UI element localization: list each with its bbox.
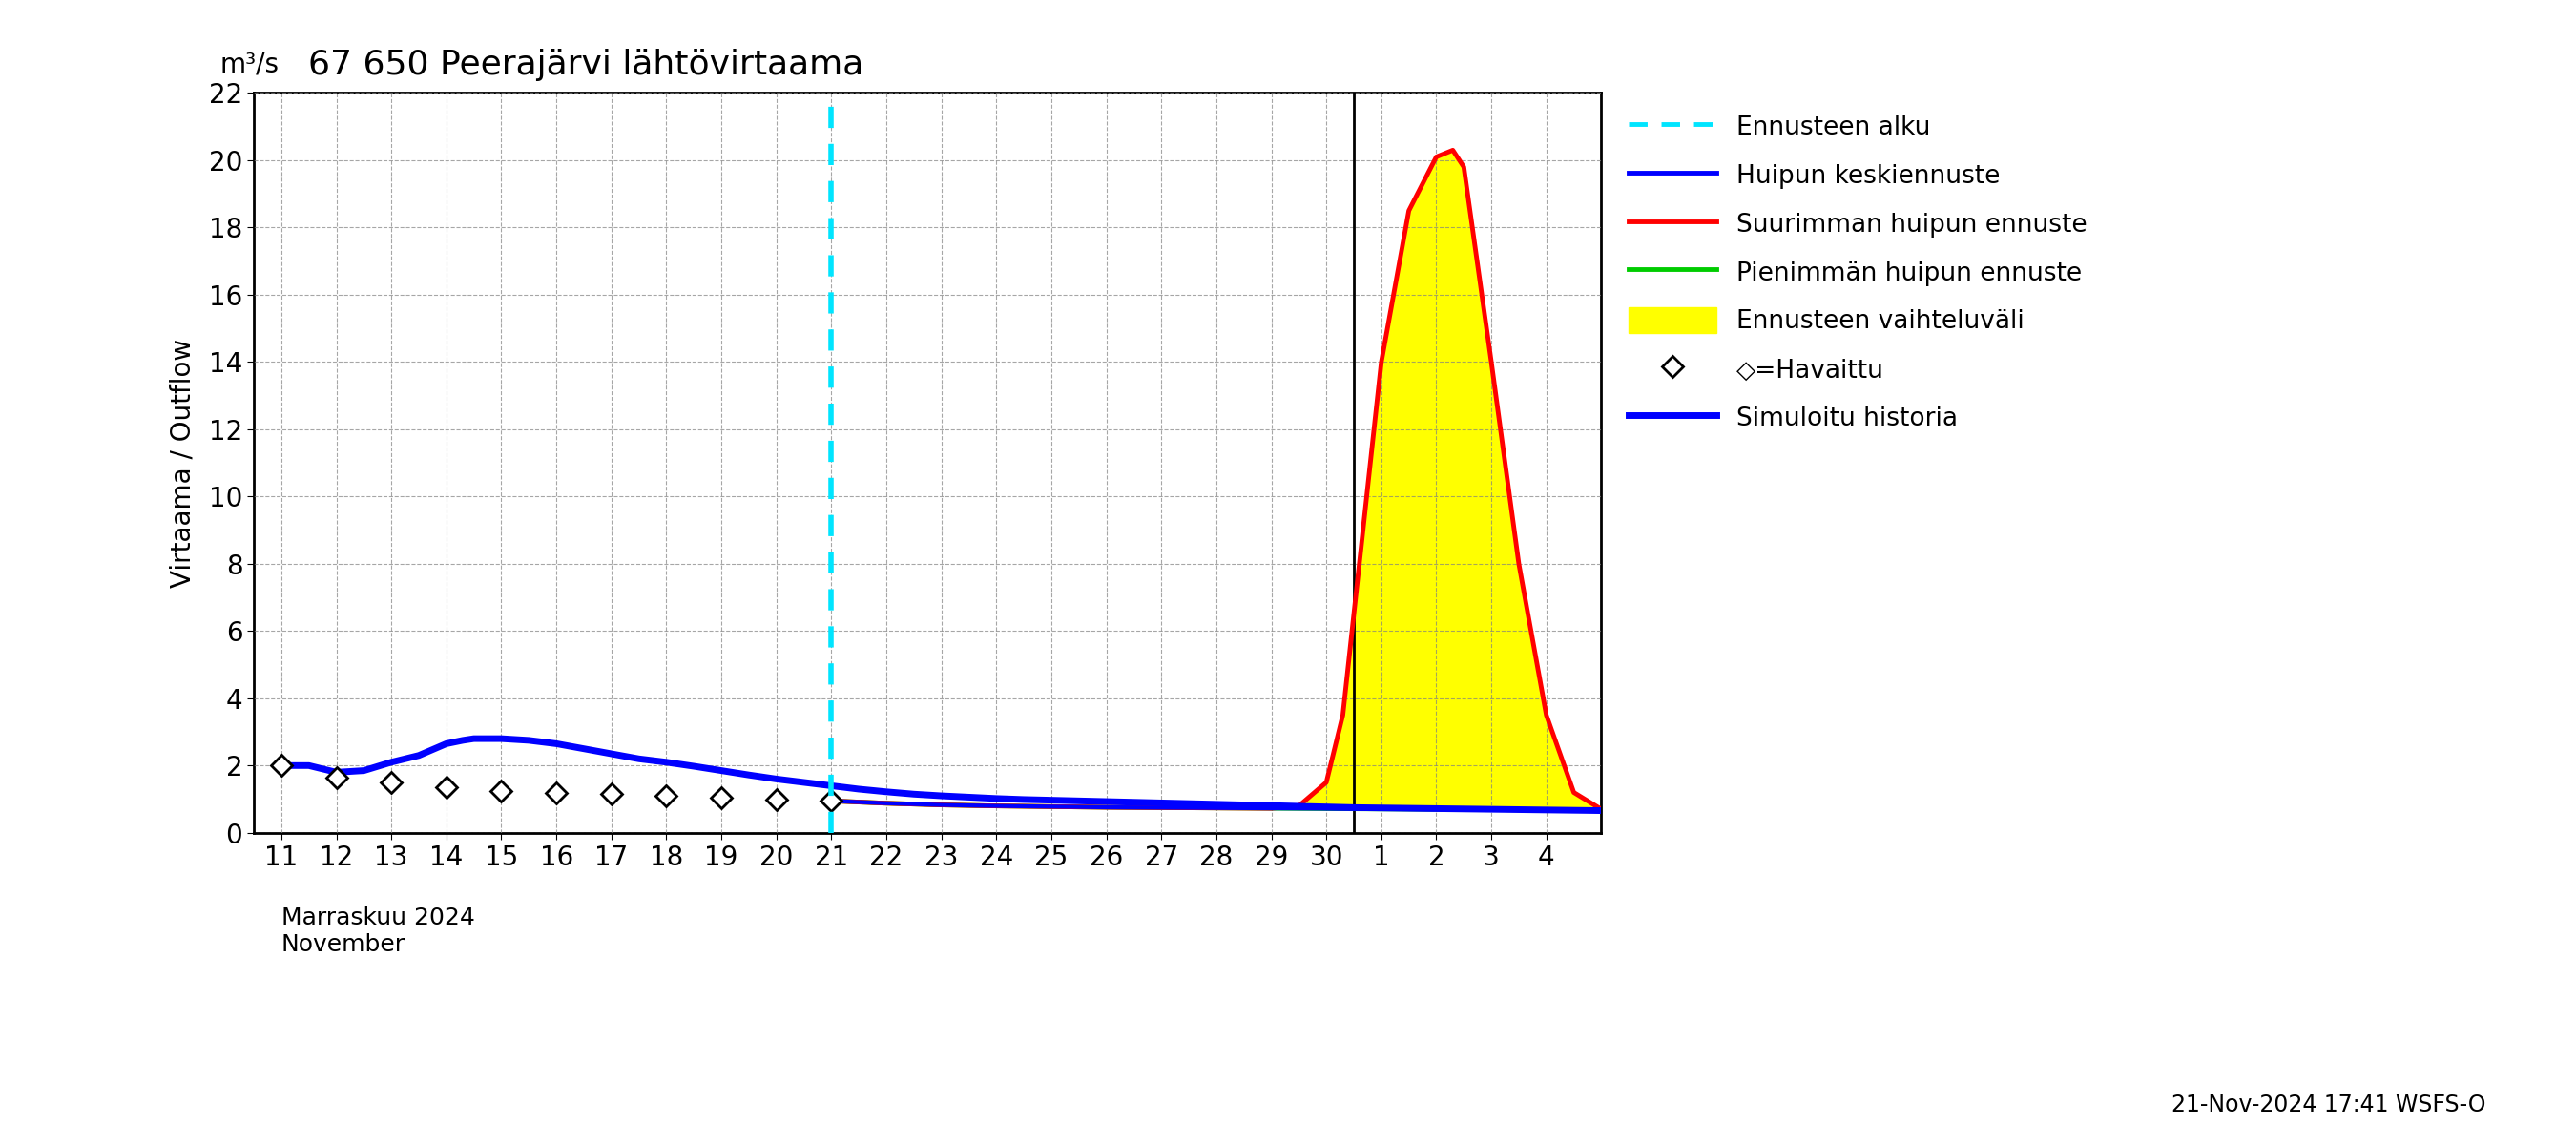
- Pienimmän huipun ennuste: [1422, 803, 1453, 816]
- ◇=Havaittu: [595, 788, 626, 801]
- Pienimmän huipun ennuste: [981, 799, 1012, 813]
- Simuloitu historia: [652, 756, 683, 769]
- ◇=Havaittu: [760, 792, 791, 806]
- Pienimmän huipun ennuste: [925, 798, 956, 812]
- Simuloitu historia: [541, 737, 572, 751]
- Text: 21-Nov-2024 17:41 WSFS-O: 21-Nov-2024 17:41 WSFS-O: [2172, 1093, 2486, 1116]
- Line: Simuloitu historia: Simuloitu historia: [281, 739, 1602, 811]
- Huipun keskiennuste: [1036, 799, 1066, 813]
- Pienimmän huipun ennuste: [1090, 800, 1121, 814]
- Ennusteen alku: [817, 792, 848, 806]
- Huipun keskiennuste: [1257, 802, 1288, 815]
- Huipun keskiennuste: [1146, 800, 1177, 814]
- Suurimman huipun ennuste: [981, 799, 1012, 813]
- Text: Marraskuu 2024
November: Marraskuu 2024 November: [281, 907, 474, 956]
- Legend: Ennusteen alku, Huipun keskiennuste, Suurimman huipun ennuste, Pienimmän huipun : Ennusteen alku, Huipun keskiennuste, Suu…: [1620, 105, 2094, 439]
- Huipun keskiennuste: [981, 799, 1012, 813]
- Text: 67 650 Peerajärvi lähtövirtaama: 67 650 Peerajärvi lähtövirtaama: [307, 49, 863, 81]
- Suurimman huipun ennuste: [1365, 355, 1396, 369]
- Pienimmän huipun ennuste: [1257, 802, 1288, 815]
- Simuloitu historia: [1229, 798, 1260, 812]
- Huipun keskiennuste: [1530, 803, 1561, 816]
- Ennusteen alku: [817, 826, 848, 839]
- Huipun keskiennuste: [1311, 802, 1342, 815]
- Line: Pienimmän huipun ennuste: Pienimmän huipun ennuste: [832, 800, 1602, 811]
- Simuloitu historia: [1558, 804, 1589, 818]
- Huipun keskiennuste: [817, 793, 848, 807]
- Pienimmän huipun ennuste: [871, 796, 902, 810]
- Huipun keskiennuste: [925, 798, 956, 812]
- Suurimman huipun ennuste: [817, 793, 848, 807]
- Huipun keskiennuste: [1587, 804, 1618, 818]
- ◇=Havaittu: [265, 759, 296, 773]
- Text: m³/s: m³/s: [219, 52, 278, 78]
- Suurimman huipun ennuste: [1090, 800, 1121, 814]
- Pienimmän huipun ennuste: [1365, 802, 1396, 815]
- Suurimman huipun ennuste: [1530, 709, 1561, 722]
- Pienimmän huipun ennuste: [1530, 803, 1561, 816]
- Suurimman huipun ennuste: [1200, 802, 1231, 815]
- Simuloitu historia: [1587, 804, 1618, 818]
- Huipun keskiennuste: [1090, 800, 1121, 814]
- ◇=Havaittu: [817, 793, 848, 807]
- Suurimman huipun ennuste: [1283, 799, 1314, 813]
- Suurimman huipun ennuste: [1036, 799, 1066, 813]
- Pienimmän huipun ennuste: [817, 793, 848, 807]
- Simuloitu historia: [1146, 796, 1177, 810]
- ◇=Havaittu: [541, 785, 572, 799]
- Suurimman huipun ennuste: [1558, 785, 1589, 799]
- Suurimman huipun ennuste: [1257, 802, 1288, 815]
- ◇=Havaittu: [322, 771, 353, 784]
- ◇=Havaittu: [706, 790, 737, 804]
- Suurimman huipun ennuste: [1448, 160, 1479, 174]
- Line: Suurimman huipun ennuste: Suurimman huipun ennuste: [832, 150, 1602, 810]
- Simuloitu historia: [265, 759, 296, 773]
- Huipun keskiennuste: [1365, 802, 1396, 815]
- ◇=Havaittu: [376, 775, 407, 789]
- Suurimman huipun ennuste: [1394, 204, 1425, 218]
- Suurimman huipun ennuste: [1504, 556, 1535, 570]
- Line: ◇=Havaittu: ◇=Havaittu: [273, 758, 840, 808]
- Suurimman huipun ennuste: [1422, 150, 1453, 164]
- Suurimman huipun ennuste: [1476, 355, 1507, 369]
- Pienimmän huipun ennuste: [1200, 802, 1231, 815]
- Pienimmän huipun ennuste: [1146, 800, 1177, 814]
- Pienimmän huipun ennuste: [1311, 802, 1342, 815]
- Suurimman huipun ennuste: [1311, 775, 1342, 789]
- Simuloitu historia: [677, 759, 708, 773]
- Pienimmän huipun ennuste: [1476, 803, 1507, 816]
- Huipun keskiennuste: [1422, 803, 1453, 816]
- Line: Huipun keskiennuste: Huipun keskiennuste: [832, 800, 1602, 811]
- ◇=Havaittu: [652, 789, 683, 803]
- ◇=Havaittu: [487, 784, 518, 798]
- Huipun keskiennuste: [1200, 802, 1231, 815]
- ◇=Havaittu: [430, 781, 461, 795]
- Suurimman huipun ennuste: [871, 796, 902, 810]
- Suurimman huipun ennuste: [1587, 803, 1618, 816]
- Huipun keskiennuste: [1476, 803, 1507, 816]
- Pienimmän huipun ennuste: [1587, 804, 1618, 818]
- Suurimman huipun ennuste: [1437, 143, 1468, 157]
- Pienimmän huipun ennuste: [1036, 799, 1066, 813]
- Y-axis label: Virtaama / Outflow: Virtaama / Outflow: [170, 338, 196, 587]
- Huipun keskiennuste: [871, 796, 902, 810]
- Suurimman huipun ennuste: [1327, 709, 1358, 722]
- Suurimman huipun ennuste: [1146, 800, 1177, 814]
- Suurimman huipun ennuste: [925, 798, 956, 812]
- Simuloitu historia: [459, 732, 489, 745]
